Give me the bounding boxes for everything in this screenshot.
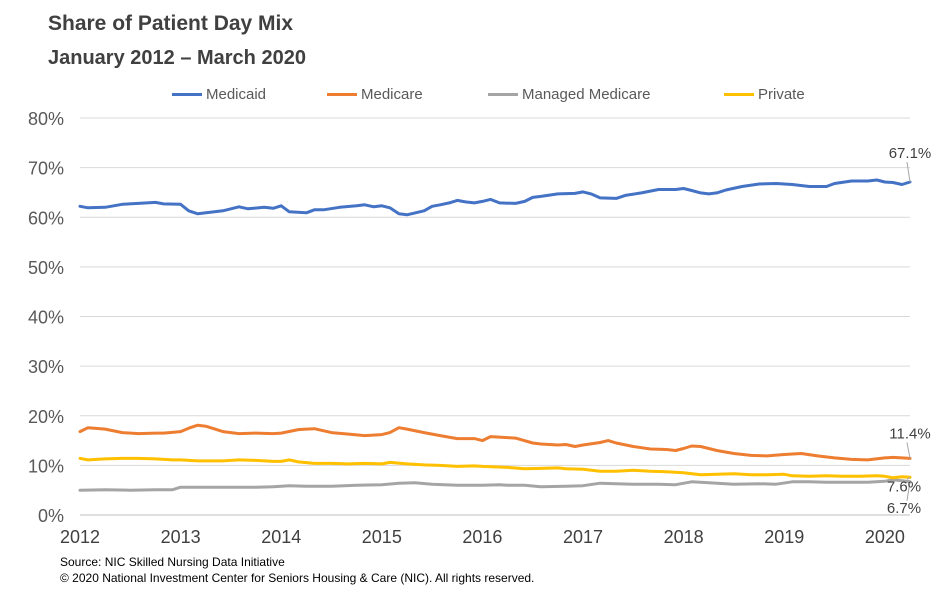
data-label-leader-medicare [906, 442, 911, 459]
legend-swatch-medicaid [172, 93, 202, 96]
data-label-leader-managed-medicare [906, 481, 911, 501]
x-tick-label-2019: 2019 [764, 527, 804, 547]
y-tick-label-80: 80% [28, 109, 64, 129]
data-label-leader-private [906, 476, 911, 480]
legend-label-medicare: Medicare [361, 86, 423, 103]
data-label-managed-medicare: 6.7% [887, 500, 921, 517]
chart-subtitle: January 2012 – March 2020 [48, 47, 306, 69]
legend-item-managed-medicare: Managed Medicare [488, 86, 650, 103]
x-tick-label-2016: 2016 [462, 527, 502, 547]
data-label-medicaid: 67.1% [889, 145, 932, 162]
legend-label-medicaid: Medicaid [206, 86, 267, 103]
legend-item-medicare: Medicare [327, 86, 423, 103]
series-line-medicaid [78, 178, 912, 217]
data-label-medicare: 11.4% [889, 425, 930, 442]
x-tick-label-2017: 2017 [563, 527, 603, 547]
legend-label-managed-medicare: Managed Medicare [522, 86, 651, 103]
legend-swatch-private [724, 93, 754, 96]
legend-label-private: Private [758, 86, 805, 103]
x-tick-label-2012: 2012 [60, 527, 100, 547]
series-line-private [78, 456, 912, 480]
x-tick-label-2015: 2015 [362, 527, 402, 547]
source-note: Source: NIC Skilled Nursing Data Initiat… [60, 555, 285, 569]
data-label-leader-medicaid [906, 161, 911, 183]
copyright-note: © 2020 National Investment Center for Se… [60, 571, 535, 585]
legend-item-private: Private [724, 86, 805, 103]
series-line-managed-medicare [78, 478, 912, 492]
series-line-medicare [78, 423, 912, 462]
legend-swatch-medicare [327, 93, 357, 96]
chart-legend: Medicaid Medicare Managed Medicare Priva… [0, 86, 950, 110]
y-tick-label-20: 20% [28, 407, 64, 427]
y-tick-label-10: 10% [28, 456, 64, 476]
chart-title: Share of Patient Day Mix [48, 12, 294, 35]
legend-swatch-managed-medicare [488, 93, 518, 96]
legend-item-medicaid: Medicaid [172, 86, 266, 103]
data-label-private: 7.6% [887, 478, 921, 495]
y-tick-label-40: 40% [28, 308, 64, 328]
x-tick-label-2014: 2014 [261, 527, 301, 547]
y-tick-label-50: 50% [28, 258, 64, 278]
y-tick-label-60: 60% [28, 208, 64, 228]
x-tick-label-2018: 2018 [664, 527, 704, 547]
y-tick-label-30: 30% [28, 357, 64, 377]
y-tick-label-0: 0% [38, 506, 64, 526]
x-tick-label-2020: 2020 [865, 527, 905, 547]
y-tick-label-70: 70% [28, 159, 64, 179]
x-tick-label-2013: 2013 [161, 527, 201, 547]
